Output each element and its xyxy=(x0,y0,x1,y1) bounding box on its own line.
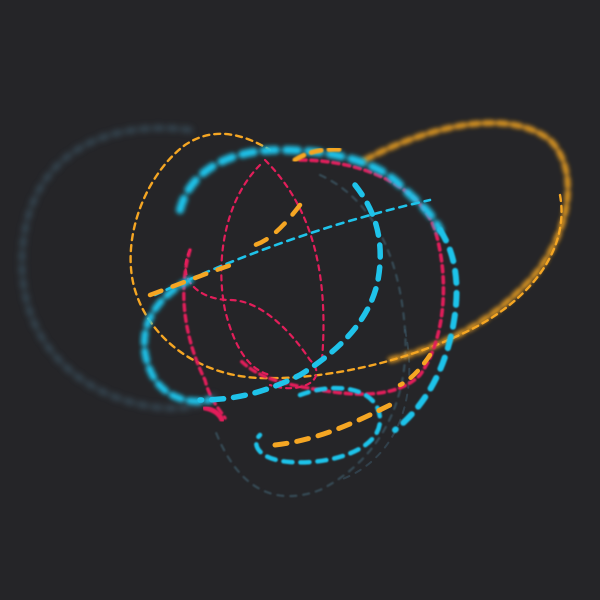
magenta-meridian-left xyxy=(220,163,272,377)
cyan-inner-diagonal xyxy=(197,182,383,403)
orange-top-dashes xyxy=(292,146,348,163)
slate-lower-arc xyxy=(339,329,411,481)
cyan-right-arc xyxy=(392,227,460,433)
orange-big-ellipse-front xyxy=(129,132,563,380)
slate-inner-arc xyxy=(213,173,407,498)
cyan-top-loop xyxy=(176,145,444,234)
orange-big-ellipse-back xyxy=(362,119,571,363)
cyan-left-lobe xyxy=(140,276,214,405)
orange-center-dash xyxy=(252,202,303,248)
magenta-inner-loop xyxy=(184,248,318,390)
magenta-lower-dash xyxy=(202,405,225,423)
orange-left-dashes xyxy=(147,259,243,298)
orange-right-dashes xyxy=(397,352,433,388)
orange-lower-arc xyxy=(272,402,393,448)
cyan-lower-loop xyxy=(254,385,383,465)
magenta-meridian-right xyxy=(263,158,325,362)
slate-far-left-loop xyxy=(19,125,218,411)
